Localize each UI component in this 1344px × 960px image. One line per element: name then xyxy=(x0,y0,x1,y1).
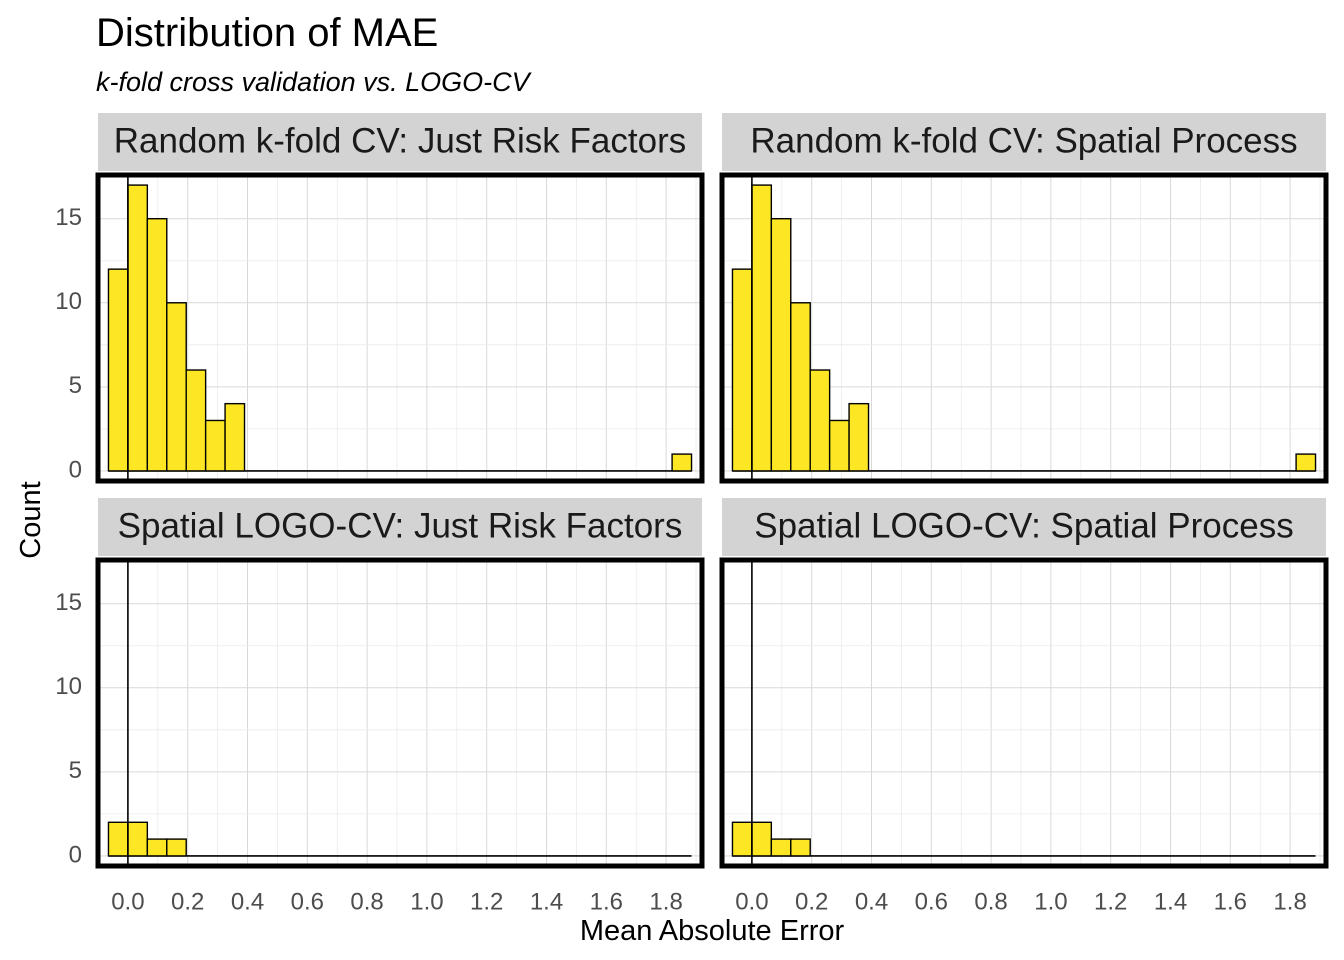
x-tick-label: 0.6 xyxy=(915,888,948,915)
histogram-bar xyxy=(770,838,792,857)
histogram-bar xyxy=(828,419,850,472)
panel-border xyxy=(719,557,1329,869)
y-axis-label: Count xyxy=(15,481,47,558)
y-tick-label: 10 xyxy=(55,673,82,700)
x-tick-label: 0.0 xyxy=(111,888,144,915)
histogram-bar xyxy=(731,268,753,472)
y-tick-label: 0 xyxy=(69,841,82,868)
histogram-bar xyxy=(770,218,792,472)
x-tick-label: 0.8 xyxy=(350,888,383,915)
histogram-bar xyxy=(751,184,773,472)
y-tick-label: 15 xyxy=(55,589,82,616)
histogram-bar xyxy=(204,419,226,472)
x-tick-label: 0.2 xyxy=(795,888,828,915)
facet-strip-label: Random k-fold CV: Just Risk Factors xyxy=(114,121,686,160)
x-tick-label: 1.8 xyxy=(649,888,682,915)
histogram-bar xyxy=(127,184,149,472)
histogram-bar xyxy=(848,402,870,472)
x-tick-label: 0.4 xyxy=(231,888,264,915)
histogram-bar xyxy=(671,453,693,472)
histogram-bar xyxy=(731,821,753,857)
chart-title: Distribution of MAE xyxy=(96,11,439,55)
x-tick-label: 1.6 xyxy=(1214,888,1247,915)
x-tick-label: 1.0 xyxy=(410,888,443,915)
facet-strip-label: Spatial LOGO-CV: Spatial Process xyxy=(754,506,1293,545)
histogram-bar xyxy=(146,838,168,857)
facet-strip-label: Random k-fold CV: Spatial Process xyxy=(750,121,1297,160)
y-tick-label: 5 xyxy=(69,372,82,399)
x-tick-label: 0.2 xyxy=(171,888,204,915)
x-axis-label: Mean Absolute Error xyxy=(580,915,845,947)
histogram-bar xyxy=(185,369,207,472)
x-tick-label: 1.4 xyxy=(1154,888,1187,915)
x-tick-label: 0.4 xyxy=(855,888,888,915)
y-tick-label: 0 xyxy=(69,456,82,483)
x-tick-label: 0.0 xyxy=(735,888,768,915)
facet-strip xyxy=(98,113,702,171)
x-tick-label: 0.6 xyxy=(291,888,324,915)
x-tick-label: 1.6 xyxy=(590,888,623,915)
histogram-bar xyxy=(107,821,129,857)
x-tick-label: 1.4 xyxy=(530,888,563,915)
histogram-bar xyxy=(790,302,811,472)
y-tick-label: 15 xyxy=(55,204,82,231)
histogram-bar xyxy=(127,821,149,857)
histogram-bar xyxy=(790,838,811,857)
x-tick-label: 0.8 xyxy=(974,888,1007,915)
x-tick-label: 1.2 xyxy=(470,888,503,915)
facet-strip xyxy=(98,498,702,556)
chart-subtitle: k-fold cross validation vs. LOGO-CV xyxy=(96,67,530,97)
histogram-bar xyxy=(224,402,246,472)
x-tick-label: 1.8 xyxy=(1273,888,1306,915)
panel-border xyxy=(95,557,705,869)
facet-strip xyxy=(722,113,1326,171)
y-tick-label: 5 xyxy=(69,757,82,784)
panel-border xyxy=(95,172,705,484)
histogram-bar xyxy=(146,218,168,472)
histogram-bar xyxy=(166,838,187,857)
histogram-bar xyxy=(1295,453,1317,472)
facet-strip-label: Spatial LOGO-CV: Just Risk Factors xyxy=(118,506,683,545)
panel-border xyxy=(719,172,1329,484)
x-tick-label: 1.2 xyxy=(1094,888,1127,915)
histogram-bar xyxy=(166,302,187,472)
histogram-bar xyxy=(751,821,773,857)
facet-strip xyxy=(722,498,1326,556)
x-tick-label: 1.0 xyxy=(1034,888,1067,915)
histogram-bar xyxy=(809,369,831,472)
y-tick-label: 10 xyxy=(55,288,82,315)
histogram-bar xyxy=(107,268,129,472)
